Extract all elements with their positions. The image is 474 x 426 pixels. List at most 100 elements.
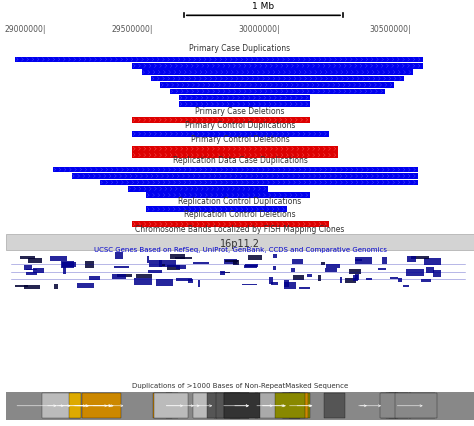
Bar <box>224 259 237 265</box>
Text: Replication Control Deletions: Replication Control Deletions <box>184 210 296 219</box>
Bar <box>6 392 474 420</box>
Bar <box>156 279 173 287</box>
Bar <box>54 284 57 290</box>
Bar <box>19 256 36 259</box>
Bar <box>409 393 436 418</box>
Bar <box>339 277 342 284</box>
Bar <box>24 265 32 270</box>
Bar <box>77 283 94 288</box>
Text: Replication Control Duplications: Replication Control Duplications <box>178 196 301 205</box>
Text: UCSC Genes Based on RefSeq, UniProt, GenBank, CCDS and Comparative Genomics: UCSC Genes Based on RefSeq, UniProt, Gen… <box>93 247 386 253</box>
Bar <box>382 258 387 265</box>
Bar <box>224 393 260 418</box>
Bar <box>149 260 162 267</box>
Bar <box>216 393 248 418</box>
Bar <box>161 83 394 89</box>
Bar <box>153 393 173 418</box>
Text: Primary Case Deletions: Primary Case Deletions <box>195 107 285 116</box>
Bar <box>198 280 201 288</box>
Bar <box>390 277 398 279</box>
Bar <box>179 96 310 101</box>
Bar <box>176 265 186 270</box>
Text: Primary Control Deletions: Primary Control Deletions <box>191 135 290 144</box>
Bar <box>61 261 73 268</box>
Bar <box>248 256 262 260</box>
Bar <box>82 393 120 418</box>
Bar <box>307 275 312 277</box>
Bar <box>403 286 409 287</box>
Bar <box>325 268 337 273</box>
Bar <box>114 266 128 269</box>
Bar <box>50 256 67 262</box>
Bar <box>69 393 82 418</box>
Bar <box>132 222 329 227</box>
Text: 30000000|: 30000000| <box>238 25 280 34</box>
Text: 29500000|: 29500000| <box>112 25 153 34</box>
Bar <box>167 265 180 270</box>
Bar <box>132 153 338 158</box>
Bar <box>321 262 325 265</box>
Bar <box>432 271 441 277</box>
Bar <box>355 259 362 262</box>
Bar <box>159 260 176 267</box>
Bar <box>273 266 276 270</box>
Bar <box>134 279 152 285</box>
Bar <box>233 260 239 266</box>
Bar <box>380 393 396 418</box>
Text: Chromosome Bands Localized by FISH Mapping Clones: Chromosome Bands Localized by FISH Mappi… <box>136 225 345 234</box>
Bar <box>245 264 258 268</box>
Bar <box>289 393 300 418</box>
Bar <box>142 70 413 76</box>
Bar <box>230 393 258 418</box>
Bar <box>146 207 287 213</box>
Text: 30500000|: 30500000| <box>369 25 410 34</box>
Bar <box>155 393 188 418</box>
Bar <box>389 393 408 418</box>
Bar <box>273 254 277 259</box>
Bar <box>324 393 345 418</box>
Bar <box>292 259 303 264</box>
Bar <box>349 270 361 274</box>
Bar <box>128 187 268 192</box>
Bar <box>6 235 474 250</box>
Text: 16p11.2: 16p11.2 <box>220 239 260 249</box>
Bar <box>179 102 310 108</box>
Bar <box>117 274 132 277</box>
Bar <box>151 77 404 82</box>
Bar <box>132 132 329 137</box>
Bar <box>115 252 123 259</box>
Bar <box>293 276 304 280</box>
Bar <box>62 262 76 268</box>
Bar <box>175 257 192 259</box>
Bar <box>283 393 310 418</box>
Bar <box>220 271 225 275</box>
Bar <box>386 393 411 418</box>
Bar <box>189 279 193 283</box>
Bar <box>353 275 358 281</box>
Bar <box>176 278 192 282</box>
Bar <box>395 393 437 418</box>
Bar <box>28 259 42 263</box>
Bar <box>245 265 257 268</box>
Bar <box>24 285 39 289</box>
Bar <box>42 393 81 418</box>
Bar <box>26 272 37 275</box>
Bar <box>299 287 310 290</box>
Text: 29000000|: 29000000| <box>4 25 46 34</box>
Bar <box>378 269 386 270</box>
Bar <box>33 268 44 273</box>
Bar <box>112 274 127 280</box>
Bar <box>15 285 28 287</box>
Bar <box>269 277 273 285</box>
Bar <box>72 174 418 179</box>
Bar <box>85 261 94 268</box>
Bar <box>284 282 296 289</box>
Text: Primary Case Duplications: Primary Case Duplications <box>190 44 291 53</box>
Bar <box>53 167 418 173</box>
Bar <box>16 58 422 63</box>
Bar <box>146 257 149 263</box>
Bar <box>326 265 340 268</box>
Text: 1 Mb: 1 Mb <box>252 2 274 11</box>
Bar <box>271 282 278 286</box>
Bar <box>225 261 238 263</box>
